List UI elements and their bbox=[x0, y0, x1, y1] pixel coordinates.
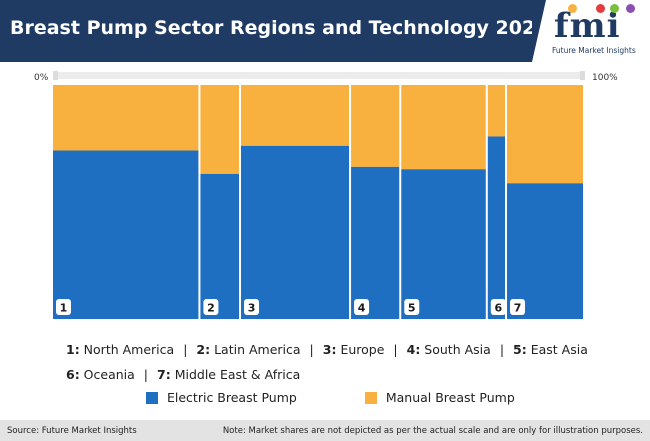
bar-electric-1 bbox=[53, 150, 199, 319]
bar-number-badge bbox=[203, 299, 219, 315]
logo-text: fmi bbox=[554, 6, 621, 46]
bar-manual-7 bbox=[507, 85, 583, 184]
legend-item-manual: Manual Breast Pump bbox=[364, 390, 515, 405]
title-band: Breast Pump Sector Regions and Technolog… bbox=[0, 0, 548, 62]
bar-number-label: 1 bbox=[60, 302, 68, 315]
region-legend: 1: North America | 2: Latin America | 3: Eur… bbox=[66, 337, 626, 387]
region-legend-name: North America bbox=[79, 342, 175, 357]
logo-dot-icon bbox=[610, 4, 619, 13]
region-legend-separator: | bbox=[499, 342, 505, 357]
region-legend-item: 4: South Asia bbox=[407, 342, 491, 357]
region-legend-separator: | bbox=[393, 342, 398, 357]
source-text: Source: Future Market Insights bbox=[7, 426, 137, 436]
bar-electric-5 bbox=[401, 169, 486, 319]
legend-swatch-electric bbox=[146, 391, 158, 404]
bar-number-label: 4 bbox=[358, 302, 366, 315]
axis-label-left: 0% bbox=[34, 73, 49, 83]
region-legend-name: Latin America bbox=[210, 342, 301, 357]
bar-number-badge bbox=[56, 299, 71, 315]
region-legend-name: South Asia bbox=[420, 342, 491, 357]
region-legend-separator: | bbox=[143, 367, 149, 382]
region-legend-separator: | bbox=[183, 342, 188, 357]
axis-tick-left bbox=[53, 71, 58, 80]
region-legend-item: 6: Oceania bbox=[66, 367, 135, 382]
note-text: Note: Market shares are not depicted as … bbox=[222, 426, 643, 436]
region-legend-item: 3: Europe bbox=[323, 342, 385, 357]
logo-subtitle: Future Market Insights bbox=[552, 46, 636, 55]
region-legend-name: Middle East & Africa bbox=[170, 367, 301, 382]
bar-electric-7 bbox=[507, 183, 583, 319]
region-legend-name: Europe bbox=[336, 342, 385, 357]
bar-number-badge bbox=[244, 299, 260, 315]
region-legend-number: 1: bbox=[66, 342, 80, 357]
region-legend-item: 2: Latin America bbox=[196, 342, 300, 357]
legend-label-electric: Electric Breast Pump bbox=[167, 390, 297, 405]
bar-manual-2 bbox=[200, 85, 240, 174]
header: Breast Pump Sector Regions and Technolog… bbox=[0, 0, 650, 64]
bar-manual-3 bbox=[241, 85, 350, 146]
region-legend-number: 2: bbox=[196, 342, 211, 357]
bar-number-badge bbox=[510, 299, 526, 315]
region-legend-item: 1: North America bbox=[66, 342, 174, 357]
bar-number-label: 2 bbox=[207, 302, 215, 315]
region-legend-separator: | bbox=[309, 342, 314, 357]
chart-title: Breast Pump Sector Regions and Technolog… bbox=[10, 17, 549, 39]
series-legend: Electric Breast Pump Manual Breast Pump bbox=[146, 390, 515, 405]
region-legend-name: Oceania bbox=[79, 367, 135, 382]
region-legend-number: 7: bbox=[157, 367, 171, 382]
region-legend-name: East Asia bbox=[526, 342, 588, 357]
axis-tick-right bbox=[580, 71, 585, 80]
region-legend-item: 5: East Asia bbox=[513, 342, 588, 357]
bar-number-badge bbox=[404, 299, 420, 315]
bar-number-label: 6 bbox=[494, 302, 502, 315]
region-legend-item: 7: Middle East & Africa bbox=[157, 367, 300, 382]
bar-number-label: 7 bbox=[514, 302, 522, 315]
bar-electric-6 bbox=[487, 136, 506, 319]
logo-dot-icon bbox=[596, 4, 605, 13]
bar-number-label: 3 bbox=[248, 302, 256, 315]
bar-number-badge bbox=[354, 299, 370, 315]
bar-manual-4 bbox=[351, 85, 400, 167]
legend-label-manual: Manual Breast Pump bbox=[385, 390, 515, 405]
bar-manual-6 bbox=[487, 85, 506, 137]
bar-electric-2 bbox=[200, 173, 240, 319]
bar-manual-5 bbox=[401, 85, 486, 170]
logo-dot-icon bbox=[568, 4, 577, 13]
footer: Source: Future Market Insights Note: Mar… bbox=[0, 420, 650, 441]
region-legend-number: 5: bbox=[513, 342, 527, 357]
region-legend-number: 6: bbox=[66, 367, 80, 382]
legend-swatch-manual bbox=[364, 391, 377, 404]
bar-manual-1 bbox=[53, 85, 199, 151]
fmi-logo: fmi Future Market Insights bbox=[550, 4, 646, 58]
bar-number-badge bbox=[490, 299, 506, 315]
region-legend-number: 4: bbox=[406, 342, 421, 357]
bar-number-label: 5 bbox=[408, 302, 416, 315]
logo-dot-icon bbox=[626, 4, 635, 13]
axis-track bbox=[53, 72, 585, 79]
bar-electric-3 bbox=[241, 145, 350, 319]
legend-item-electric: Electric Breast Pump bbox=[146, 390, 297, 405]
bar-electric-4 bbox=[351, 166, 400, 319]
axis-label-right: 100% bbox=[592, 73, 618, 83]
region-legend-number: 3: bbox=[322, 342, 337, 357]
